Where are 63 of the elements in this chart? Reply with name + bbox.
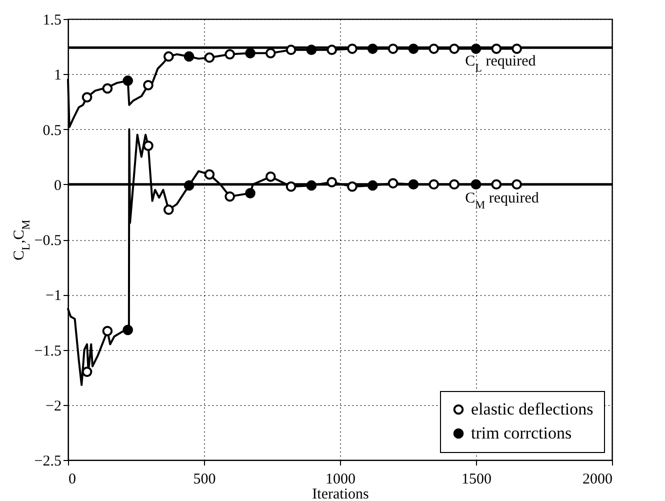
y-tick-label: 0 [54,178,62,194]
point [512,179,522,190]
x-axis-title: Iterations [312,486,369,501]
point [184,51,194,62]
point [143,140,154,151]
point [163,204,174,215]
point [512,44,522,54]
point [408,44,419,54]
y-tick-label: −2.5 [34,454,62,470]
point [388,44,398,54]
ref-line-label: C$_{L}$ required [465,54,536,75]
x-tick-label: 500 [193,472,216,488]
point [224,191,236,202]
point [491,179,502,190]
point [449,44,460,54]
x-tick-label: 1500 [462,472,492,488]
legend-label: trim corrctions [471,424,572,442]
point [143,80,154,90]
y-tick-label: 0.5 [42,122,62,139]
x-tick-label: 2000 [582,472,612,488]
point [367,180,378,191]
point [265,171,276,182]
y-tick-label: −1 [46,288,62,304]
point [82,92,92,102]
legend-label: elastic deflections [471,400,594,418]
point [245,48,256,58]
y-tick-label: 1.5 [42,12,62,28]
point [224,49,236,60]
x-tick-label: 1000 [326,472,356,488]
point [408,179,419,190]
point [347,44,358,54]
point [286,44,296,56]
point [102,326,113,336]
point [122,324,134,336]
point [122,76,134,86]
point [204,169,215,180]
point [470,179,482,190]
point [204,52,215,63]
y-tick-label: −1.5 [34,343,62,360]
point [286,181,296,192]
point [163,51,174,62]
y-tick-label: −0.5 [34,233,62,249]
y-tick-label: 1 [54,68,62,84]
y-tick-label: −2 [46,398,62,414]
point [491,44,502,54]
x-tick-label: 0 [68,472,76,488]
point [449,179,460,190]
point [367,44,378,54]
point [428,179,440,190]
point [470,44,482,54]
point [245,188,256,198]
point [306,180,317,191]
point [326,44,338,56]
point [184,180,194,191]
point [428,44,440,54]
ref-line-label: C$_{M}$ required [465,190,540,212]
point [326,176,338,188]
point [388,178,398,188]
point [265,48,276,58]
point [102,83,113,94]
point [82,366,92,377]
point [347,181,358,192]
point [306,44,317,56]
